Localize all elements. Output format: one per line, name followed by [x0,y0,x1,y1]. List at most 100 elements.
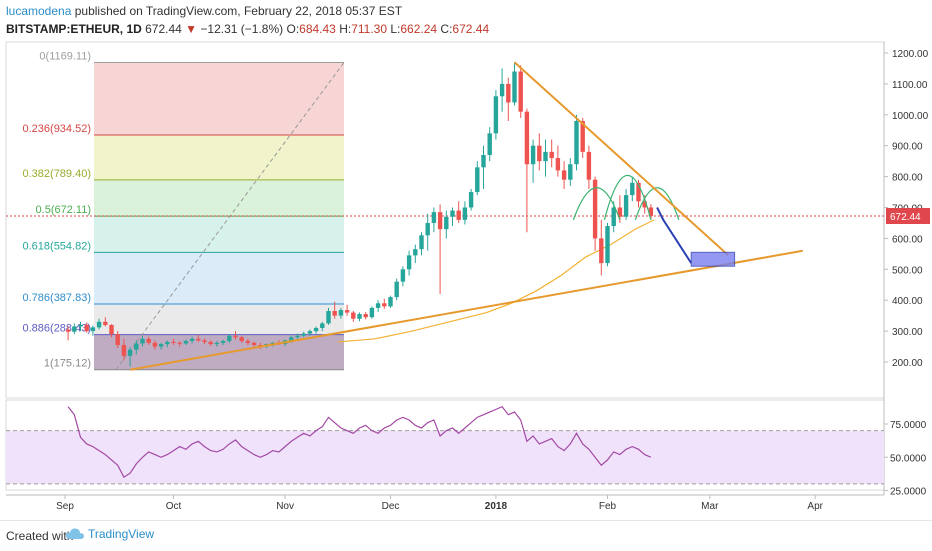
time-tick-label: Oct [166,501,182,512]
candle-body [382,303,387,307]
fib-band [94,179,344,217]
price-tick-label: 800.00 [892,173,923,184]
candle-body [357,314,362,319]
candle-body [165,341,170,345]
time-tick-label: Feb [599,501,617,512]
candle-body [592,179,598,239]
candle-body [493,96,499,134]
publisher-name[interactable]: lucamodena [6,4,72,18]
candle-body [146,338,151,343]
time-tick-label: 2018 [485,501,508,512]
candle-body [524,111,530,165]
low-label: L: [390,22,401,36]
candle-body [171,341,176,343]
candle-body [450,210,455,217]
time-tick-label: Sep [56,501,74,512]
candle-body [549,151,554,159]
candle-body [456,210,461,220]
candle-body [388,297,393,307]
price-tick-label: 300.00 [892,327,923,338]
price-tick-label: 400.00 [892,296,923,307]
candle-body [301,333,306,336]
candle-body [375,303,381,308]
candle-body [543,151,548,162]
candle-body [344,310,350,313]
candle-body [574,120,579,165]
candle-body [561,170,567,180]
candle-body [530,145,536,165]
candle-body [462,207,468,220]
last-price-tag-label: 672.44 [890,212,921,223]
last-price: 672.44 [145,22,182,36]
fib-band [94,303,344,335]
cloud-icon [66,528,84,539]
candle-body [115,334,120,346]
candle-body [636,182,641,202]
candle-body [202,340,207,342]
price-tick-label: 200.00 [892,358,923,369]
fib-band [94,252,344,304]
time-tick-label: Apr [807,501,823,512]
high-value: 711.30 [351,22,388,36]
close-value: 672.44 [452,22,490,36]
candle-body [444,216,449,230]
candle-body [65,329,71,332]
candle-body [78,324,83,327]
time-tick-label: Mar [701,501,719,512]
candle-body [642,201,647,208]
low-value: 662.24 [400,22,438,36]
candle-body [245,340,251,343]
candle-body [233,335,238,338]
candle-body [270,342,275,345]
candle-body [196,338,201,341]
candle-body [400,269,406,282]
candle-body [96,321,102,328]
candle-body [499,83,505,97]
candle-body [617,207,623,217]
candle-body [487,133,492,155]
candle-body [506,83,511,103]
candle-body [580,120,585,152]
candle-body [431,212,437,223]
tradingview-logo[interactable]: TradingView [66,527,154,541]
candle-body [586,151,592,180]
price-change: −12.31 (−1.8%) [200,22,284,36]
candle-body [214,342,220,345]
fib-level-label: 0(1169.11) [39,51,91,63]
target-box [690,251,736,267]
candle-body [481,154,486,168]
candle-body [537,145,542,162]
published-info: published on TradingView.com, February 2… [74,4,403,18]
candle-body [351,312,356,319]
fib-level-label: 0.236(934.52) [23,123,92,135]
candle-body [140,338,145,344]
candle-body [605,226,610,264]
time-tick-label: Nov [276,501,294,512]
last-price-tag [886,208,930,225]
candle-body [189,338,195,341]
fib-band [94,334,344,370]
time-tick-label: Dec [382,501,400,512]
candle-body [648,207,654,217]
fib-level-label: 1(175.12) [44,358,91,370]
candle-body [512,71,517,103]
candle-body [208,341,213,345]
rsi-tick-label: 25.0000 [890,487,927,498]
candle-body [599,238,604,264]
candle-body [90,327,96,332]
trendline [129,249,803,371]
publish-line: lucamodena published on TradingView.com,… [6,4,402,18]
rsi-tick-label: 50.0000 [890,453,927,464]
candle-body [177,342,182,344]
candle-body [611,207,616,227]
candle-body [475,167,480,193]
fib-level-label: 0.618(554.82) [23,240,92,252]
price-chart[interactable]: 0(1169.11) 0.236(934.52) 0.382(789.40) 0.5(… [0,0,932,520]
fib-level-label: 0.786(387.83) [23,292,92,304]
candle-body [518,71,523,112]
projection-line [656,207,693,264]
fib-band [94,216,344,253]
candle-body [468,192,474,208]
tradingview-brand: TradingView [88,527,155,541]
fib-band [94,62,344,136]
